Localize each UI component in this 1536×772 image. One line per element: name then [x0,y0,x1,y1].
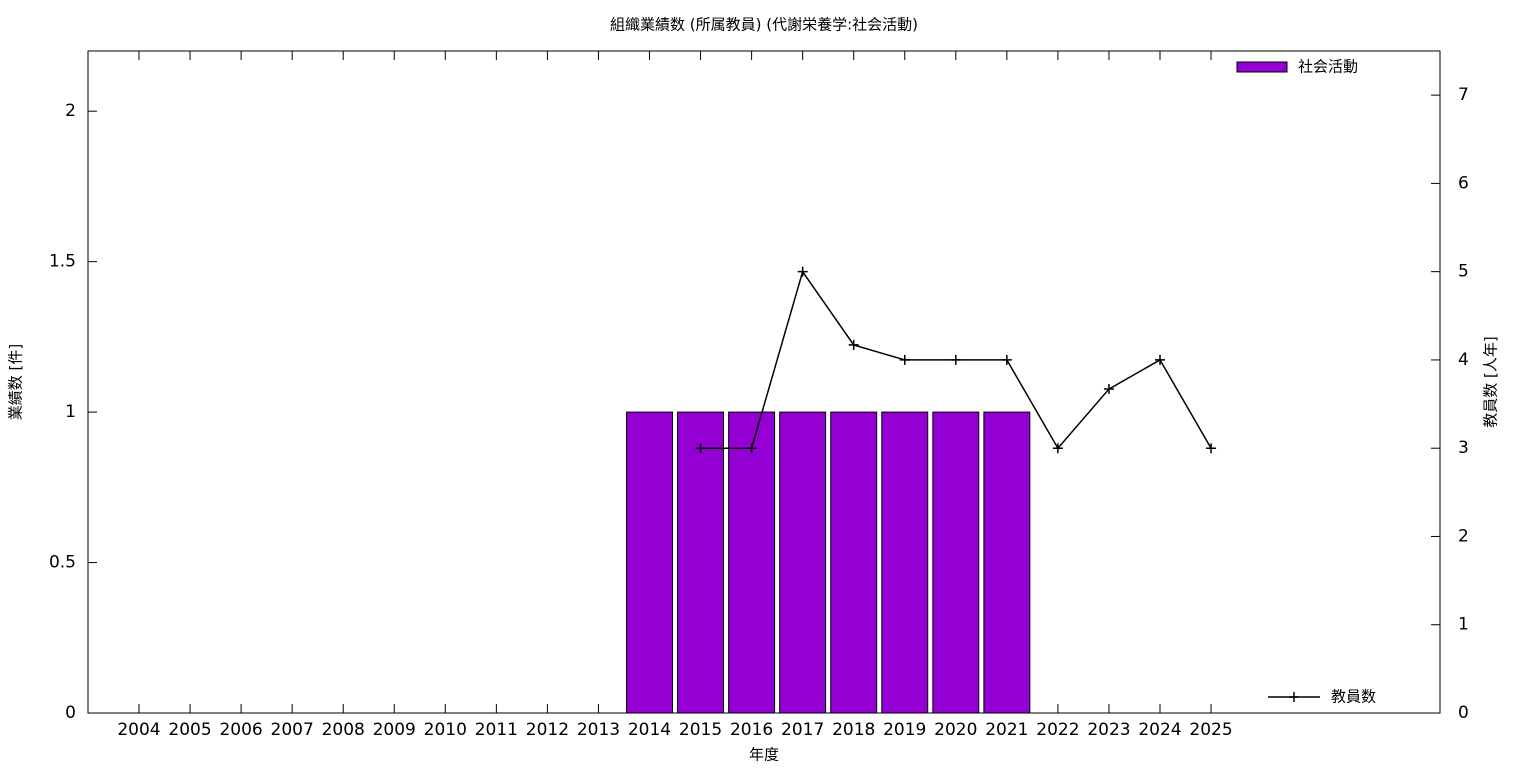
line-point [1103,384,1114,395]
line-point [1052,443,1063,454]
line-point [950,354,961,365]
y2-tick-label: 6 [1458,173,1469,193]
x-tick-label: 2013 [577,720,620,740]
y2-tick-label: 5 [1458,262,1469,282]
x-tick-label: 2021 [985,720,1028,740]
y-tick-label: 1 [65,402,76,422]
chart-title: 組織業績数 (所属教員) (代謝栄養学:社会活動) [610,16,918,34]
x-tick-label: 2022 [1036,720,1079,740]
x-tick-label: 2005 [168,720,211,740]
legend-swatch [1236,61,1288,73]
legend-marker [1289,692,1299,702]
bar [728,411,776,714]
line-point [1001,354,1012,365]
x-tick-label: 2014 [628,720,671,740]
bar [983,411,1031,714]
x-tick-label: 2016 [730,720,773,740]
bar [626,411,673,714]
y2-axis-label: 教員数 [人年] [1482,336,1500,427]
y2-tick-label: 4 [1458,350,1469,370]
y-tick-label: 2 [65,101,76,121]
legend-label: 社会活動 [1298,58,1358,76]
y2-tick-label: 0 [1458,703,1469,723]
bar [932,411,980,714]
x-tick-label: 2015 [679,720,722,740]
line-point [797,266,808,277]
line-point [746,443,757,454]
x-tick-label: 2023 [1087,720,1130,740]
x-tick-label: 2010 [424,720,467,740]
x-tick-label: 2024 [1138,720,1181,740]
bar [881,411,929,714]
line-point [899,354,910,365]
legend-label: 教員数 [1331,688,1376,706]
x-tick-label: 2011 [475,720,518,740]
x-tick-label: 2025 [1189,720,1232,740]
x-tick-label: 2008 [322,720,365,740]
y-tick-label: 0.5 [49,553,76,573]
x-tick-label: 2018 [832,720,875,740]
y2-tick-label: 7 [1458,85,1469,105]
x-tick-label: 2012 [526,720,569,740]
x-tick-label: 2004 [117,720,160,740]
line-point [1206,443,1217,454]
y2-tick-label: 3 [1458,438,1469,458]
y-axis-label: 業績数 [件] [7,344,25,420]
bar [677,411,725,714]
line-point [1155,354,1165,365]
x-tick-label: 2017 [781,720,824,740]
bar [830,411,878,714]
x-tick-label: 2009 [373,720,416,740]
bar [779,411,827,714]
line-point [695,443,706,454]
line-point [848,339,859,350]
x-tick-label: 2007 [271,720,314,740]
y-tick-label: 1.5 [49,252,76,272]
x-tick-label: 2006 [219,720,262,740]
x-axis-label: 年度 [749,746,779,764]
y-tick-label: 0 [65,703,76,723]
y2-tick-label: 2 [1458,526,1469,546]
y2-tick-label: 1 [1458,615,1469,635]
x-tick-label: 2020 [934,720,977,740]
x-tick-label: 2019 [883,720,926,740]
